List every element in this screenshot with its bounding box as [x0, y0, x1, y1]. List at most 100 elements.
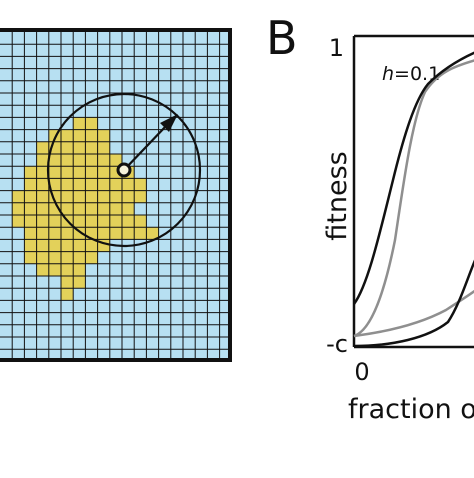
curve-label-value: =0.1	[394, 63, 440, 85]
patch-cell	[109, 227, 122, 240]
patch-cell	[97, 141, 110, 154]
patch-cell	[36, 263, 49, 276]
curve-label: h=0.1	[382, 63, 440, 85]
patch-cell	[85, 117, 98, 130]
patch-cell	[36, 141, 49, 154]
patch-cell	[24, 202, 37, 215]
patch-cell	[61, 154, 74, 167]
patch-cell	[73, 141, 86, 154]
patch-cell	[73, 129, 86, 142]
patch-cell	[73, 215, 86, 228]
patch-cell	[24, 227, 37, 240]
patch-cell	[48, 154, 61, 167]
dark-curve-upper	[352, 51, 474, 305]
patch-cell	[85, 239, 98, 252]
patch-cell	[109, 215, 122, 228]
patch-cell	[134, 178, 147, 191]
patch-cell	[36, 154, 49, 167]
patch-cell	[36, 190, 49, 203]
x-axis-label: fraction o	[348, 394, 474, 425]
patch-cell	[85, 215, 98, 228]
patch-cell	[61, 141, 74, 154]
patch-cell	[61, 178, 74, 191]
patch-cell	[109, 202, 122, 215]
y-tick-bottom: -c	[326, 330, 348, 358]
patch-cell	[61, 227, 74, 240]
patch-cell	[134, 190, 147, 203]
patch-cell	[109, 178, 122, 191]
patch-cell	[134, 227, 147, 240]
patch-cell	[61, 239, 74, 252]
patch-cell	[12, 190, 25, 203]
panel-b-letter: B	[266, 11, 298, 65]
patch-cell	[73, 154, 86, 167]
patch-cell	[85, 129, 98, 142]
gray-curve-lower	[353, 289, 474, 338]
patch-cell	[48, 239, 61, 252]
patch-cell	[61, 288, 74, 301]
patch-cell	[97, 154, 110, 167]
patch-cell	[122, 178, 135, 191]
patch-cell	[73, 263, 86, 276]
patch-cell	[48, 227, 61, 240]
patch-cell	[48, 178, 61, 191]
patch-cell	[61, 251, 74, 264]
patch-cell	[85, 178, 98, 191]
patch-cell	[73, 276, 86, 289]
patch-cell	[97, 215, 110, 228]
gray-curve-upper	[353, 59, 474, 338]
patch-cell	[73, 117, 86, 130]
panel-b: B fitness 1 -c 0 fraction o h=0.1	[266, 11, 474, 425]
patch-cell	[61, 202, 74, 215]
center-cell-marker-icon	[116, 162, 132, 178]
patch-cell	[48, 251, 61, 264]
panel-a	[0, 28, 232, 362]
patch-cell	[24, 166, 37, 179]
patch-cell	[97, 202, 110, 215]
x-tick-left: 0	[354, 358, 369, 386]
patch-cell	[73, 178, 86, 191]
patch-cell	[122, 215, 135, 228]
patch-cell	[36, 215, 49, 228]
patch-cell	[73, 202, 86, 215]
patch-cell	[134, 215, 147, 228]
curve-label-variable: h	[382, 63, 394, 85]
patch-cell	[12, 202, 25, 215]
patch-cell	[85, 166, 98, 179]
patch-cell	[73, 239, 86, 252]
patch-cell	[97, 166, 110, 179]
patch-cell	[97, 190, 110, 203]
patch-cell	[24, 215, 37, 228]
patch-cell	[36, 239, 49, 252]
interaction-radius-circle	[46, 92, 202, 248]
patch-cell	[61, 166, 74, 179]
patch-cell	[122, 227, 135, 240]
patch-cell	[85, 251, 98, 264]
patch-cell	[48, 166, 61, 179]
patch-cell	[48, 263, 61, 276]
patch-cell	[36, 251, 49, 264]
patch-cell	[73, 190, 86, 203]
patch-cell	[36, 166, 49, 179]
patch-cell	[61, 263, 74, 276]
patch-cell	[24, 178, 37, 191]
patch-cell	[109, 154, 122, 167]
y-axis-label: fitness	[322, 151, 353, 240]
grid-frame	[0, 28, 232, 362]
patch-cell	[48, 215, 61, 228]
patch-cell	[122, 190, 135, 203]
patch-cell	[97, 129, 110, 142]
radius-arrowhead	[160, 114, 178, 132]
patch-cell	[12, 215, 25, 228]
patch-cell	[24, 239, 37, 252]
patch-cell	[24, 251, 37, 264]
patch-cell	[36, 178, 49, 191]
patch-cell	[85, 190, 98, 203]
patch-cell	[36, 227, 49, 240]
patch-cell	[97, 178, 110, 191]
patch-cell	[24, 190, 37, 203]
patch-cell	[85, 154, 98, 167]
patch-cell	[85, 141, 98, 154]
